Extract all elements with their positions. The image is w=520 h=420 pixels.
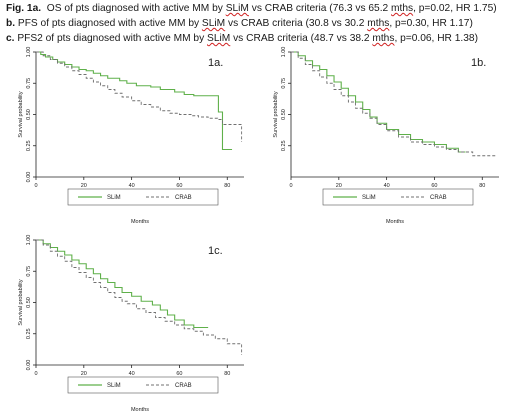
y-tick-label: 0.75 [26,78,32,89]
series-line-slim [291,51,466,153]
legend-label-slim: SLiM [362,195,376,201]
caption-label-b: b. [6,18,16,29]
caption-line-b: b. PFS of pts diagnosed with active MM b… [6,16,516,31]
panel-label: 1b. [471,57,486,69]
caption-text-b-2: SLiM [201,18,226,29]
y-tick-label: 0.00 [26,360,32,371]
caption-text-b-5: , p=0.30, HR 1.17) [389,18,473,29]
y-tick-label: 0.50 [26,109,32,120]
y-tick-label: 0.25 [26,328,32,339]
y-tick-label: 0.75 [281,78,287,89]
x-tick-label: 0 [34,371,37,377]
x-axis-title: Months [386,219,404,225]
caption-text-c-2: SLiM [207,33,231,44]
panel-label: 1c. [208,245,223,257]
series-line-crab [291,51,497,157]
caption-text-c-5: , p=0.06, HR 1.38) [394,33,478,44]
y-axis-title: Survival probability [273,91,279,137]
caption-text-b-4: mths [367,18,390,29]
caption-label-c: c. [6,33,15,44]
x-tick-label: 20 [81,371,87,377]
x-tick-label: 40 [384,183,390,189]
series-line-crab [36,51,243,142]
panel-label: 1a. [208,57,223,69]
y-tick-label: 0.75 [26,266,32,277]
x-tick-label: 60 [176,371,182,377]
legend-label-crab: CRAB [430,195,447,201]
x-tick-label: 80 [224,183,230,189]
caption-text-b-1: PFS of pts diagnosed with active MM by [15,18,202,29]
y-tick-label: 0.50 [26,297,32,308]
x-tick-label: 40 [129,183,135,189]
legend-label-slim: SLiM [107,195,121,201]
x-tick-label: 20 [336,183,342,189]
y-tick-label: 1.00 [281,47,287,58]
y-axis-title: Survival probability [18,91,24,137]
y-tick-label: 0.25 [26,140,32,151]
x-tick-label: 20 [81,183,87,189]
km-plot-1c: 0.00 0.25 0.50 0.75 1.00 Survival probability… [18,235,244,413]
y-tick-label: 1.00 [26,235,32,246]
y-tick-label: 0.50 [281,109,287,120]
caption-text-a-4: mths [391,3,414,14]
caption-line-a: Fig. 1a. OS of pts diagnosed with active… [6,1,516,16]
x-axis-title: Months [131,219,149,225]
y-tick-label: 0.00 [26,172,32,183]
legend-label-crab: CRAB [175,195,192,201]
x-tick-label: 80 [479,183,485,189]
caption-text-b-3: vs CRAB criteria (30.8 vs 30.2 [225,18,368,29]
y-tick-label: 1.00 [26,47,32,58]
x-tick-label: 80 [224,371,230,377]
caption-text-c-4: mths [372,33,395,44]
caption-text-c-3: vs CRAB criteria (48.7 vs 38.2 [230,33,373,44]
x-tick-label: 60 [431,183,437,189]
legend-label-slim: SLiM [107,383,121,389]
x-tick-label: 40 [129,371,135,377]
legend-box [67,188,219,206]
series-line-slim [36,239,209,329]
caption-text-a-5: , p=0.02, HR 1.75) [413,3,497,14]
caption-text-a-2: SLiM [225,3,249,14]
km-plot-1a: 0.00 0.25 0.50 0.75 1.00 Survival probability… [18,47,244,225]
x-tick-label: 60 [176,183,182,189]
legend-box [67,376,219,394]
x-tick-label: 0 [289,183,292,189]
caption-text-a-1: OS of pts diagnosed with active MM by [41,3,226,14]
caption-line-c: c. PFS2 of pts diagnosed with active MM … [6,31,516,46]
y-tick-label: 0.25 [281,140,287,151]
legend-label-crab: CRAB [175,383,192,389]
y-axis-title: Survival probability [18,279,24,325]
caption-label-a: Fig. 1a. [6,3,42,14]
km-plot-1b: 0.25 0.50 0.75 1.00 Survival probability 0 20 4… [273,47,499,225]
legend-box [322,188,474,206]
figure-caption: Fig. 1a. OS of pts diagnosed with active… [6,1,516,46]
x-axis-title: Months [131,407,149,413]
caption-text-c-1: PFS2 of pts diagnosed with active MM by [14,33,208,44]
caption-text-a-3: vs CRAB criteria (76.3 vs 65.2 [248,3,392,14]
series-line-crab [36,239,243,355]
x-tick-label: 0 [34,183,37,189]
